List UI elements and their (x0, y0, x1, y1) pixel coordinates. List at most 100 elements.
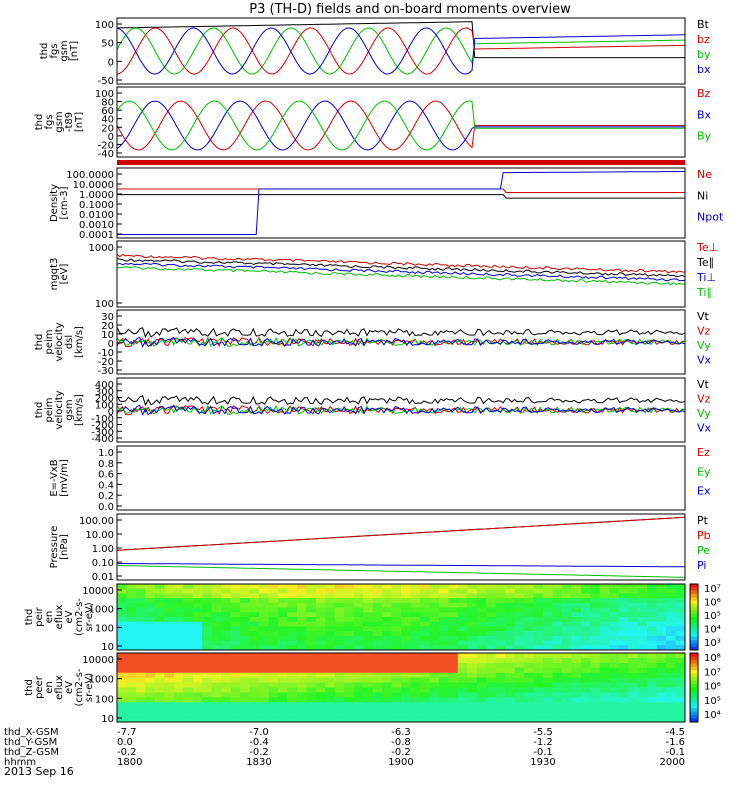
spectrogram-cell (580, 584, 591, 590)
spectrogram-cell (410, 635, 421, 642)
y-axis-label-line: velocity (54, 390, 65, 429)
spectrogram-cell (656, 692, 667, 698)
y-axis-label-line: dsl (64, 335, 75, 349)
spectrogram-cell (296, 617, 307, 623)
spectrogram-cell (675, 662, 686, 669)
spectrogram-cell (647, 702, 658, 708)
spectrogram-cell (448, 677, 459, 684)
spectrogram-cell (259, 631, 269, 637)
spectrogram-cell (647, 712, 658, 718)
spectrogram-cell (315, 612, 326, 618)
spectrogram-cell (287, 712, 298, 718)
spectrogram-cell (467, 657, 478, 664)
spectrogram-cell (599, 712, 610, 718)
spectrogram-cell (126, 653, 137, 659)
spectrogram-cell (192, 692, 203, 698)
spectrogram-cell (249, 672, 260, 679)
spectrogram-cell (448, 662, 459, 669)
spectrogram-cell (287, 707, 298, 713)
spectrogram-cell (334, 645, 345, 651)
spectrogram-cell (154, 584, 165, 590)
spectrogram-cell (306, 717, 317, 723)
y-axis-label-line: thd (34, 334, 45, 351)
spectrogram-cell (647, 653, 658, 659)
spectrogram-cell (571, 682, 582, 688)
spectrogram-cell (372, 667, 383, 674)
spectrogram-cell (192, 640, 203, 646)
spectrogram-cell (419, 584, 430, 590)
spectrogram-cell (268, 657, 279, 664)
spectrogram-cell (353, 687, 364, 693)
spectrogram-cell (183, 662, 194, 669)
spectrogram-cell (637, 697, 648, 703)
spectrogram-cell (391, 621, 402, 627)
spectrogram-cell (429, 607, 440, 613)
spectrogram-cell (495, 621, 506, 627)
spectrogram-cell (543, 584, 553, 590)
spectrogram-cell (609, 697, 620, 703)
spectrogram-cell (287, 584, 298, 590)
spectrogram-cell (334, 631, 345, 637)
spectrogram-cell (552, 588, 563, 594)
spectrogram-cell (647, 612, 658, 618)
y-tick-label: 100 (95, 694, 114, 705)
spectrogram-cell (505, 631, 516, 637)
spectrogram-cell (211, 682, 222, 688)
spectrogram-cell (372, 662, 383, 669)
spectrogram-cell (391, 682, 402, 688)
spectrogram-cell (609, 607, 620, 613)
spectrogram-cell (438, 607, 449, 613)
spectrogram-cell (401, 593, 411, 599)
spectrogram-cell (277, 607, 288, 613)
spectrogram-cell (173, 682, 184, 688)
spectrogram-cell (391, 645, 402, 651)
spectrogram-cell (277, 697, 288, 703)
spectrogram-cell (666, 687, 677, 693)
spectrogram-cell (580, 635, 591, 642)
spectrogram-cell (268, 635, 279, 642)
spectrogram-cell (580, 717, 591, 723)
spectrogram-cell (268, 640, 279, 646)
spectrogram-cell (145, 653, 156, 659)
spectrogram-cell (296, 672, 307, 679)
spectrogram-cell (391, 598, 402, 604)
spectrogram-cell (543, 662, 553, 669)
spectrogram-cell (211, 626, 222, 632)
spectrogram-cell (202, 612, 213, 618)
spectrogram-cell (438, 657, 449, 664)
spectrogram-cell (656, 687, 667, 693)
spectrogram-cell (382, 687, 393, 693)
spectrogram-cell (590, 692, 601, 698)
spectrogram-cell (117, 667, 127, 674)
spectrogram-cell (277, 621, 288, 627)
spectrogram-cell (240, 653, 251, 659)
spectrogram-cell (637, 717, 648, 723)
spectrogram-cell (173, 717, 184, 723)
spectrogram-cell (675, 593, 686, 599)
y-axis-label-line: peer (34, 675, 45, 699)
spectrogram-cell (505, 702, 516, 708)
spectrogram-cell (240, 707, 251, 713)
spectrogram-cell (325, 645, 336, 651)
spectrogram-cell (419, 672, 430, 679)
spectrogram-cell (173, 697, 184, 703)
panel-p2: 100806040200-20-40thdfgsgsm-t89[nT]BzBxB… (34, 86, 712, 160)
spectrogram-cell (154, 626, 165, 632)
spectrogram-cell (628, 635, 639, 642)
spectrogram-cell (628, 667, 639, 674)
spectrogram-cell (240, 607, 251, 613)
legend-Bt: Bt (697, 18, 710, 31)
trace-red (116, 27, 685, 75)
spectrogram-cell (344, 717, 355, 723)
spectrogram-cell (135, 645, 146, 651)
spectrogram-cell (524, 617, 535, 623)
spectrogram-cell (315, 692, 326, 698)
spectrogram-cell (325, 692, 336, 698)
spectrogram-cell (164, 677, 175, 684)
spectrogram-cell (429, 712, 440, 718)
spectrogram-cell (419, 588, 430, 594)
spectrogram-cell (183, 631, 194, 637)
spectrogram-cell (183, 692, 194, 698)
spectrogram-cell (315, 621, 326, 627)
